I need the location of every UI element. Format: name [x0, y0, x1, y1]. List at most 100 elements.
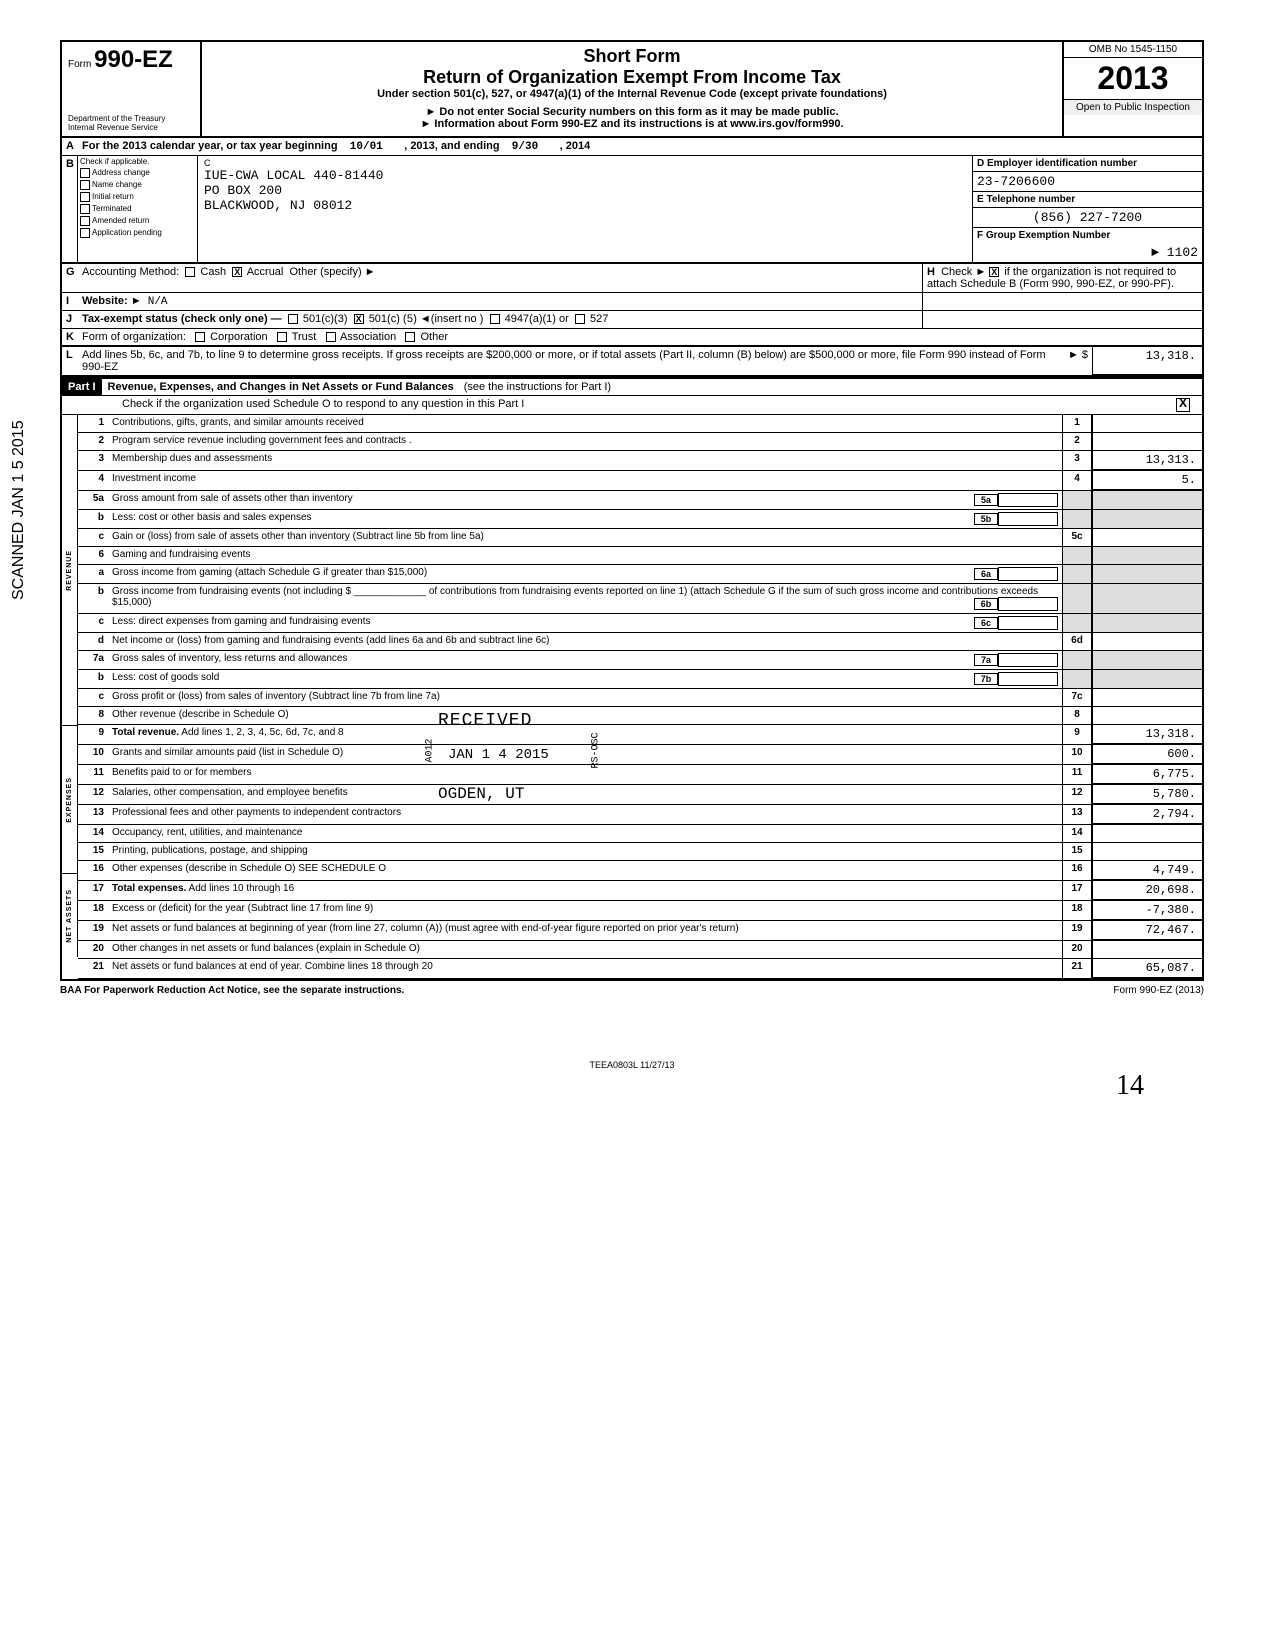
line-row: 3Membership dues and assessments313,313. — [78, 451, 1202, 471]
line-label: Professional fees and other payments to … — [108, 805, 1062, 824]
l-text: Add lines 5b, 6c, and 7b, to line 9 to d… — [78, 347, 1062, 375]
check-terminated-label: Terminated — [92, 204, 132, 213]
line-value: 13,313. — [1092, 451, 1202, 470]
check-trust[interactable] — [277, 332, 287, 342]
line-number: 18 — [78, 901, 108, 920]
line-number: 4 — [78, 471, 108, 490]
line-value — [1092, 565, 1202, 583]
line-label: Gross income from fundraising events (no… — [108, 584, 1062, 613]
check-501c3[interactable] — [288, 314, 298, 324]
line-value — [1092, 529, 1202, 546]
check-h[interactable]: X — [989, 267, 999, 277]
line-col-number: 14 — [1062, 825, 1092, 842]
line-number: d — [78, 633, 108, 650]
other-label: Other (specify) ► — [290, 266, 376, 278]
check-address[interactable] — [80, 168, 90, 178]
line-value: 6,775. — [1092, 765, 1202, 784]
line-row: aGross income from gaming (attach Schedu… — [78, 565, 1202, 584]
line-row: 10Grants and similar amounts paid (list … — [78, 745, 1202, 765]
line-row: 9Total revenue. Add lines 1, 2, 3, 4, 5c… — [78, 725, 1202, 745]
check-accrual[interactable]: X — [232, 267, 242, 277]
right-info: D Employer identification number 23-7206… — [972, 156, 1202, 262]
line-label: Salaries, other compensation, and employ… — [108, 785, 1062, 804]
period-end: 9/30 — [512, 141, 538, 153]
form-990ez: Form 990-EZ Department of the Treasury I… — [60, 40, 1204, 981]
line-value — [1092, 689, 1202, 706]
tax-status-label: Tax-exempt status (check only one) — — [82, 313, 282, 325]
line-col-number: 1 — [1062, 415, 1092, 432]
line-label: Printing, publications, postage, and shi… — [108, 843, 1062, 860]
website-label: Website: ► — [82, 295, 142, 307]
d-value: 23-7206600 — [973, 172, 1202, 192]
line-label: Total expenses. Add lines 10 through 16 — [108, 881, 1062, 900]
line-row: 20Other changes in net assets or fund ba… — [78, 941, 1202, 959]
warning2: ► Information about Form 990-EZ and its … — [208, 118, 1056, 130]
dept-text: Department of the Treasury Internal Reve… — [68, 114, 194, 132]
line-row: bLess: cost or other basis and sales exp… — [78, 510, 1202, 529]
line-label: Total revenue. Add lines 1, 2, 3, 4, 5c,… — [108, 725, 1062, 744]
line-row: 13Professional fees and other payments t… — [78, 805, 1202, 825]
stamp-side2: RS-OSC — [591, 732, 602, 768]
line-number: c — [78, 529, 108, 546]
check-assoc[interactable] — [326, 332, 336, 342]
check-initial[interactable] — [80, 192, 90, 202]
omb-number: OMB No 1545-1150 — [1064, 42, 1202, 58]
line-col-number — [1062, 670, 1092, 688]
check-hdr: Check if applicable. — [78, 156, 197, 167]
website-value: N/A — [148, 296, 168, 308]
org-addr1: PO BOX 200 — [204, 183, 966, 198]
line-label: Net income or (loss) from gaming and fun… — [108, 633, 1062, 650]
line-label: Program service revenue including govern… — [108, 433, 1062, 450]
line-col-number: 13 — [1062, 805, 1092, 824]
check-cash[interactable] — [185, 267, 195, 277]
line-col-number: 11 — [1062, 765, 1092, 784]
line-value — [1092, 433, 1202, 450]
line-row: 11Benefits paid to or for members116,775… — [78, 765, 1202, 785]
label-i: I — [62, 293, 78, 310]
line-number: b — [78, 584, 108, 613]
check-terminated[interactable] — [80, 204, 90, 214]
line-row: dNet income or (loss) from gaming and fu… — [78, 633, 1202, 651]
check-501c[interactable]: X — [354, 314, 364, 324]
line-label: Other revenue (describe in Schedule O) — [108, 707, 1062, 724]
part1-checkbox[interactable]: X — [1176, 398, 1190, 412]
line-label: Less: cost or other basis and sales expe… — [108, 510, 1062, 528]
check-amended-label: Amended return — [92, 216, 149, 225]
line-row: 8Other revenue (describe in Schedule O)8 — [78, 707, 1202, 725]
check-corp[interactable] — [195, 332, 205, 342]
check-amended[interactable] — [80, 216, 90, 226]
line-value: -7,380. — [1092, 901, 1202, 920]
checkboxes-column: Check if applicable. Address change Name… — [78, 156, 198, 262]
line-value: 600. — [1092, 745, 1202, 764]
main-title: Return of Organization Exempt From Incom… — [208, 67, 1056, 88]
4947-label: 4947(a)(1) or — [505, 313, 569, 325]
line-col-number: 21 — [1062, 959, 1092, 978]
netassets-label: NET ASSETS — [66, 887, 73, 945]
check-4947[interactable] — [490, 314, 500, 324]
line-number: 19 — [78, 921, 108, 940]
stamp-location: OGDEN, UT — [438, 785, 524, 803]
line-label: Gross profit or (loss) from sales of inv… — [108, 689, 1062, 706]
line-row: bGross income from fundraising events (n… — [78, 584, 1202, 614]
check-pending[interactable] — [80, 228, 90, 238]
corp-label: Corporation — [210, 331, 267, 343]
line-col-number: 19 — [1062, 921, 1092, 940]
org-info: C IUE-CWA LOCAL 440-81440 PO BOX 200 BLA… — [198, 156, 972, 262]
line-value — [1092, 651, 1202, 669]
check-name[interactable] — [80, 180, 90, 190]
scanned-stamp: SCANNED JAN 1 5 2015 — [10, 420, 28, 600]
line-number: c — [78, 689, 108, 706]
line-number: b — [78, 670, 108, 688]
line-label: Gross sales of inventory, less returns a… — [108, 651, 1062, 669]
line-col-number — [1062, 547, 1092, 564]
line-value: 20,698. — [1092, 881, 1202, 900]
cash-label: Cash — [200, 266, 226, 278]
tax-year: 2013 — [1064, 58, 1202, 99]
line-row: 18Excess or (deficit) for the year (Subt… — [78, 901, 1202, 921]
footer: BAA For Paperwork Reduction Act Notice, … — [60, 981, 1204, 1000]
line-number: a — [78, 565, 108, 583]
line-number: 15 — [78, 843, 108, 860]
received-stamp: RECEIVED — [438, 711, 532, 731]
check-527[interactable] — [575, 314, 585, 324]
check-other-org[interactable] — [405, 332, 415, 342]
